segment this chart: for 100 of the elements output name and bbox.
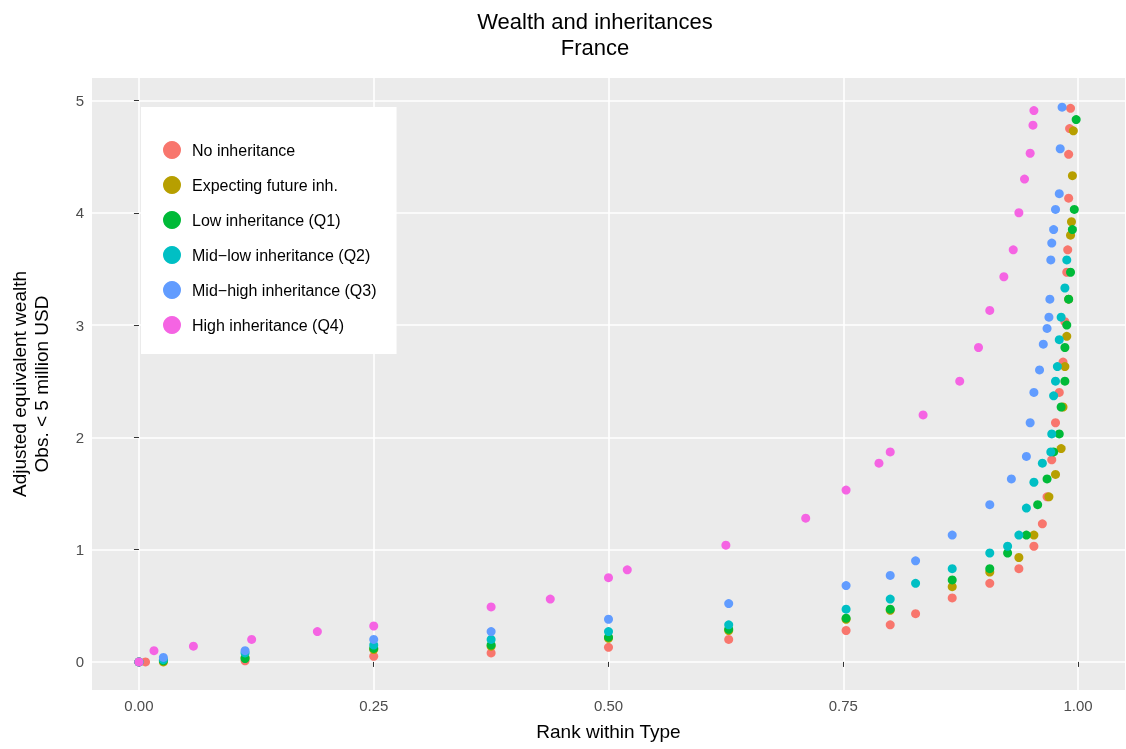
y-tick-label: 5 (75, 91, 84, 109)
x-tick-label: 0.50 (593, 697, 624, 714)
y-axis-title: Adjusted equivalent wealth Obs. < 5 million USD (8, 270, 52, 498)
point (1066, 103, 1076, 113)
point (1060, 362, 1070, 372)
x-axis-title: Rank within Type (536, 720, 681, 742)
point (1060, 343, 1070, 352)
point (955, 376, 965, 386)
point (947, 593, 957, 603)
point (1029, 387, 1039, 397)
legend-label: No inheritance (192, 141, 296, 159)
point (947, 575, 957, 585)
point (1029, 106, 1039, 116)
point (1008, 245, 1018, 255)
point (604, 614, 613, 624)
point (911, 609, 921, 619)
point (841, 625, 851, 635)
y-tick-label: 4 (75, 204, 84, 222)
point (1029, 477, 1039, 487)
point (1060, 283, 1070, 293)
point (1067, 171, 1077, 181)
point (1064, 193, 1074, 203)
point (1028, 120, 1038, 130)
point (885, 570, 895, 580)
point (1054, 189, 1064, 199)
point (1038, 339, 1048, 349)
point (1045, 294, 1055, 304)
point (1014, 564, 1024, 574)
chart-title: Wealth and inheritances (477, 8, 713, 34)
point (1051, 376, 1061, 386)
point (1062, 255, 1072, 265)
point (1051, 469, 1061, 479)
point (885, 620, 895, 630)
point (1066, 267, 1076, 277)
point (1055, 144, 1065, 154)
y-tick-label: 0 (75, 653, 84, 671)
point (247, 634, 257, 644)
point (1067, 225, 1077, 235)
point (1033, 500, 1043, 510)
point (1037, 458, 1047, 468)
point (369, 621, 379, 631)
point (874, 458, 884, 468)
point (1066, 217, 1076, 227)
point (1049, 225, 1059, 235)
point (1042, 323, 1052, 333)
point (1037, 519, 1047, 529)
point (1006, 474, 1016, 484)
point (841, 581, 851, 591)
point (724, 634, 734, 644)
point (149, 646, 159, 656)
point (1047, 455, 1057, 465)
point (1042, 474, 1052, 484)
point (721, 540, 731, 550)
point (1047, 238, 1057, 248)
legend-label: Expecting future inh. (192, 176, 338, 194)
point (1064, 149, 1074, 159)
point (1069, 204, 1079, 214)
point (1056, 444, 1066, 454)
x-tick-label: 0.00 (124, 697, 154, 714)
point (1051, 204, 1061, 214)
point (1003, 541, 1013, 551)
point (1071, 115, 1081, 125)
legend-label: High inheritance (Q4) (192, 316, 345, 334)
point (1049, 391, 1059, 401)
point (724, 620, 734, 630)
point (724, 599, 734, 609)
point (1029, 541, 1039, 551)
point (999, 272, 1009, 282)
point (911, 556, 921, 566)
point (1021, 530, 1031, 540)
point (1044, 312, 1054, 322)
point (885, 447, 895, 457)
point (985, 500, 995, 510)
point (885, 594, 895, 604)
x-tick-label: 1.00 (1063, 697, 1093, 714)
point (1051, 418, 1061, 428)
point (486, 627, 496, 637)
y-tick-label: 2 (75, 428, 84, 446)
point (1025, 418, 1035, 428)
point (486, 634, 496, 644)
point (369, 634, 379, 644)
point (947, 564, 957, 574)
point (985, 305, 995, 315)
point (545, 594, 555, 604)
point (1020, 174, 1030, 184)
point (841, 604, 851, 614)
point (1035, 365, 1045, 375)
point (1021, 451, 1031, 461)
point (1054, 335, 1064, 345)
legend-label: Low inheritance (Q1) (192, 211, 341, 229)
point (985, 548, 995, 558)
point (604, 642, 613, 652)
point (1060, 376, 1070, 386)
point (947, 530, 957, 540)
x-tick-label: 0.75 (828, 697, 858, 714)
point (918, 410, 928, 420)
point (1056, 312, 1066, 322)
point (604, 627, 613, 637)
point (1046, 255, 1056, 265)
point (911, 578, 921, 588)
